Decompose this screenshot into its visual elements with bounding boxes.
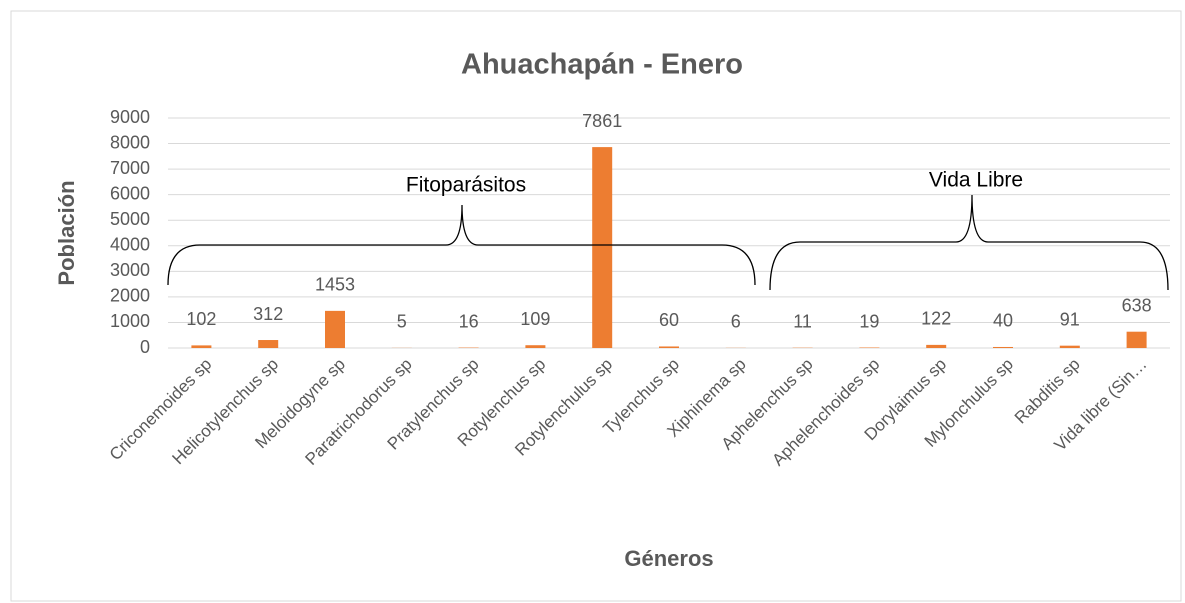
data-label: 122 xyxy=(921,309,951,329)
y-tick-label: 0 xyxy=(140,337,150,357)
data-label: 109 xyxy=(520,309,550,329)
bar xyxy=(1126,331,1147,348)
y-tick-label: 5000 xyxy=(110,209,150,229)
data-label: 60 xyxy=(659,310,679,330)
data-label: 1453 xyxy=(315,275,355,295)
bar xyxy=(993,346,1013,348)
y-tick-label: 3000 xyxy=(110,260,150,280)
data-label: 102 xyxy=(186,309,216,329)
data-label: 11 xyxy=(793,311,812,331)
bar xyxy=(191,345,212,348)
y-tick-label: 7000 xyxy=(110,158,150,178)
annotation: Fitoparásitos xyxy=(406,174,526,197)
data-label: 6 xyxy=(731,312,741,332)
y-tick-label: 9000 xyxy=(110,107,150,127)
y-tick-label: 8000 xyxy=(110,132,150,152)
annotation: Vida Libre xyxy=(929,169,1023,192)
bar xyxy=(1059,345,1080,348)
y-tick-label: 1000 xyxy=(110,311,150,331)
chart-title: Ahuachapán - Enero xyxy=(461,49,743,81)
bar xyxy=(258,340,279,348)
bar xyxy=(659,346,679,348)
data-label: 40 xyxy=(993,311,1013,331)
data-label: 5 xyxy=(397,312,407,332)
bar xyxy=(525,345,546,348)
bar xyxy=(592,147,613,348)
brace xyxy=(167,204,756,286)
x-axis-label: Géneros xyxy=(624,546,713,571)
data-label: 638 xyxy=(1122,295,1152,315)
y-tick-label: 4000 xyxy=(110,235,150,255)
data-label: 16 xyxy=(459,311,479,331)
bar xyxy=(926,344,947,348)
y-tick-label: 2000 xyxy=(110,286,150,306)
y-tick-label: 6000 xyxy=(110,183,150,203)
bar xyxy=(325,310,345,348)
brace xyxy=(769,194,1169,291)
data-label: 91 xyxy=(1060,309,1080,329)
data-label: 19 xyxy=(859,311,879,331)
data-label: 7861 xyxy=(582,111,622,131)
y-axis-label: Población xyxy=(54,180,79,285)
data-label: 312 xyxy=(253,304,283,324)
